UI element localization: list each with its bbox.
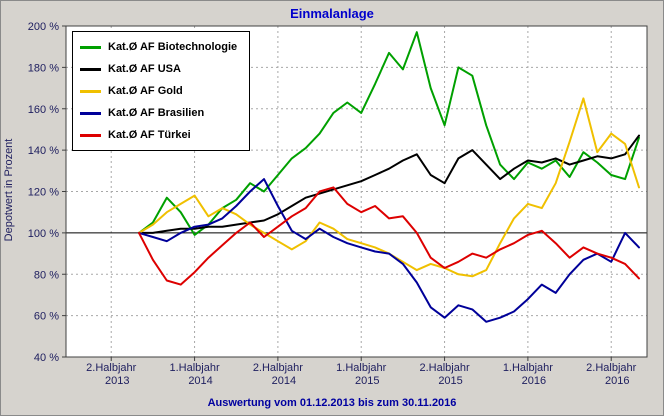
legend-item: Kat.Ø AF Türkei: [80, 124, 237, 146]
x-tick-label-year: 2014: [188, 375, 212, 387]
legend-box: Kat.Ø AF Biotechnologie Kat.Ø AF USA Kat.Ø…: [72, 31, 251, 151]
series-line: [138, 186, 640, 286]
x-tick-label-period: 1.Halbjahr: [169, 362, 219, 374]
series-line: [138, 134, 640, 234]
x-tick-label-period: 2.Halbjahr: [586, 362, 636, 374]
x-tick-label-period: 1.Halbjahr: [503, 362, 553, 374]
legend-line-swatch: [80, 111, 101, 115]
y-tick-label: 120 %: [28, 187, 59, 199]
x-tick-label-year: 2016: [522, 375, 546, 387]
x-tick-label-period: 2.Halbjahr: [86, 362, 136, 374]
chart-title: Einmalanlage: [290, 6, 374, 21]
plot-border: [65, 25, 648, 358]
evaluation-period-caption: Auswertung vom 01.12.2013 bis zum 30.11.…: [207, 397, 457, 409]
legend-label: Kat.Ø AF Türkei: [108, 129, 191, 141]
legend-label: Kat.Ø AF Biotechnologie: [108, 41, 238, 53]
y-tick-label: 200 %: [28, 21, 59, 33]
x-tick-label-year: 2013: [105, 375, 129, 387]
legend-item: Kat.Ø AF Gold: [80, 80, 237, 102]
legend-item: Kat.Ø AF Brasilien: [80, 102, 237, 124]
x-tick-label-year: 2015: [438, 375, 462, 387]
x-tick-label-period: 2.Halbjahr: [253, 362, 303, 374]
legend-label: Kat.Ø AF Gold: [108, 85, 183, 97]
legend-line-swatch: [80, 89, 101, 93]
x-tick-label-year: 2015: [355, 375, 379, 387]
y-tick-label: 160 %: [28, 104, 59, 116]
y-tick-label: 140 %: [28, 145, 59, 157]
x-tick-label-period: 2.Halbjahr: [419, 362, 469, 374]
y-tick-label: 100 %: [28, 228, 59, 240]
legend-line-swatch: [80, 133, 101, 137]
y-tick-label: 60 %: [34, 311, 59, 323]
x-tick-label-year: 2016: [605, 375, 629, 387]
legend-item: Kat.Ø AF USA: [80, 58, 237, 80]
legend-label: Kat.Ø AF USA: [108, 63, 181, 75]
legend-item: Kat.Ø AF Biotechnologie: [80, 36, 237, 58]
x-tick-label-year: 2014: [272, 375, 296, 387]
legend-line-swatch: [80, 67, 101, 71]
series-line: [138, 178, 640, 323]
x-tick-label-period: 1.Halbjahr: [336, 362, 386, 374]
y-tick-label: 180 %: [28, 62, 59, 74]
y-tick-label: 40 %: [34, 352, 59, 364]
legend-line-swatch: [80, 45, 101, 49]
y-axis-title: Depotwert in Prozent: [3, 138, 15, 242]
y-tick-label: 80 %: [34, 269, 59, 281]
legend-label: Kat.Ø AF Brasilien: [108, 107, 205, 119]
